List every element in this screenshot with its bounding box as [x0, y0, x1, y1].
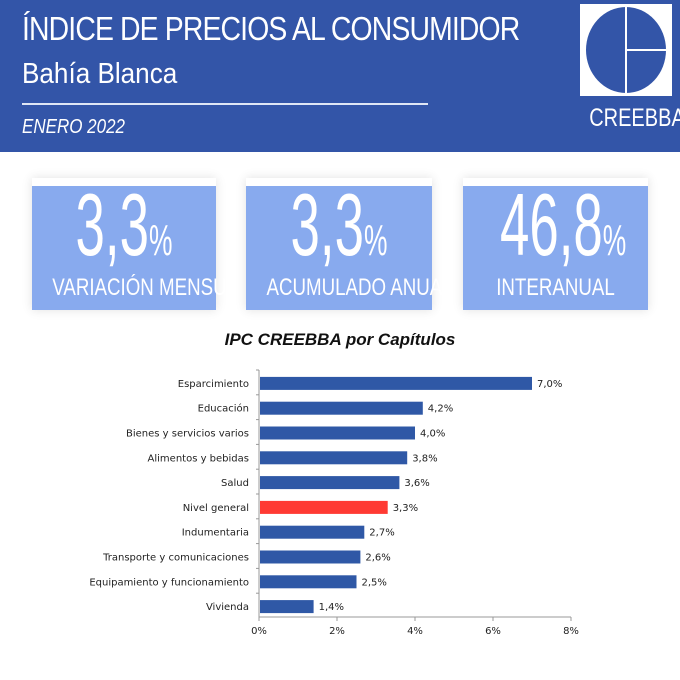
card-value-wrap: 3,3%	[283, 174, 395, 276]
data-label: 4,0%	[420, 429, 445, 440]
category-label: Equipamiento y funcionamiento	[89, 577, 249, 588]
category-label: Nivel general	[183, 503, 249, 514]
card-label: VARIACIÓN MENSUAL	[52, 274, 250, 301]
chart-title: IPC CREEBBA por Capítulos	[224, 330, 456, 349]
bar	[260, 451, 408, 465]
card-value: 3,3	[75, 175, 149, 274]
logo-emblem-icon	[580, 4, 672, 96]
bar	[260, 426, 415, 440]
data-label: 7,0%	[537, 379, 562, 390]
category-label: Indumentaria	[182, 528, 249, 539]
bar	[260, 575, 357, 589]
category-label: Bienes y servicios varios	[126, 429, 249, 440]
bar	[260, 401, 423, 415]
card-unit: %	[602, 216, 627, 265]
data-label: 4,2%	[428, 404, 453, 415]
bar	[260, 476, 400, 490]
logo-text: CREEBBA	[589, 104, 680, 132]
data-label: 2,5%	[362, 577, 387, 588]
data-label: 3,3%	[393, 503, 418, 514]
card-monthly-variation: 3,3% VARIACIÓN MENSUAL	[32, 175, 250, 310]
bar	[260, 500, 388, 514]
x-tick-label: 4%	[407, 626, 423, 637]
category-label: Esparcimiento	[178, 379, 249, 390]
bar	[260, 376, 532, 390]
category-label: Salud	[221, 478, 249, 489]
page-subtitle: Bahía Blanca	[22, 58, 178, 90]
card-value: 46,8	[500, 175, 603, 274]
card-unit: %	[363, 216, 388, 265]
x-tick-label: 8%	[563, 626, 579, 637]
period-label: ENERO 2022	[22, 116, 125, 138]
category-label: Transporte y comunicaciones	[102, 553, 249, 564]
category-label: Educación	[198, 403, 249, 415]
category-label: Vivienda	[206, 602, 249, 613]
category-label: Alimentos y bebidas	[148, 453, 249, 464]
bar-chart: Esparcimiento 7,0% Educación 4,2% Bienes y s…	[89, 369, 579, 637]
x-tick-label: 0%	[251, 626, 267, 637]
creebba-logo: CREEBBA	[580, 4, 680, 132]
x-tick-label: 6%	[485, 626, 501, 637]
card-unit: %	[148, 216, 173, 265]
data-label: 2,6%	[365, 553, 390, 564]
data-label: 3,8%	[412, 453, 437, 464]
bar	[260, 600, 314, 614]
data-label: 3,6%	[404, 478, 429, 489]
card-value-wrap: 3,3%	[69, 174, 179, 276]
data-label: 2,7%	[369, 528, 394, 539]
card-value-wrap: 46,8%	[500, 174, 626, 276]
card-label: INTERANUAL	[496, 274, 615, 301]
x-tick-label: 2%	[329, 626, 345, 637]
data-label: 1,4%	[319, 602, 344, 613]
page-title: ÍNDICE DE PRECIOS AL CONSUMIDOR	[22, 10, 520, 47]
bar	[260, 525, 365, 539]
bar	[260, 550, 361, 564]
card-annual-accumulated: 3,3% ACUMULADO ANUAL	[246, 175, 453, 310]
divider	[22, 103, 428, 105]
card-value: 3,3	[290, 175, 364, 274]
card-label: ACUMULADO ANUAL	[266, 274, 453, 301]
card-year-over-year: 46,8% INTERANUAL	[463, 175, 648, 310]
header: ÍNDICE DE PRECIOS AL CONSUMIDOR Bahía Bl…	[0, 0, 680, 152]
